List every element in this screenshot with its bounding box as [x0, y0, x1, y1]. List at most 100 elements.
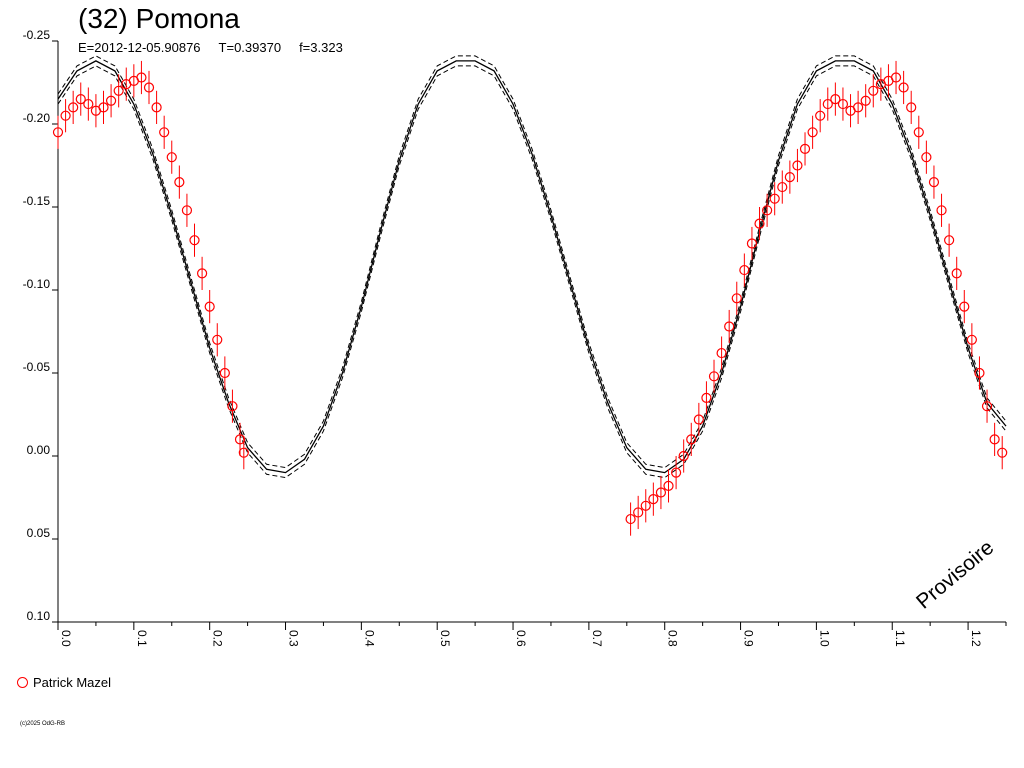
data-point — [655, 487, 667, 498]
data-point — [708, 371, 720, 382]
data-point — [633, 507, 644, 518]
data-point — [686, 434, 697, 445]
data-point — [68, 102, 79, 113]
data-point — [52, 127, 64, 138]
data-points — [52, 60, 1008, 536]
data-point — [678, 450, 689, 462]
x-tick-label: 0.3 — [287, 630, 301, 647]
data-point — [238, 447, 249, 458]
data-point — [83, 98, 94, 110]
data-point — [762, 205, 773, 216]
data-point — [219, 367, 230, 379]
legend-entry-observer: Patrick Mazel — [33, 675, 112, 690]
y-tick-label: 0.10 — [27, 609, 51, 623]
data-point — [181, 205, 193, 216]
x-tick-label: 1.2 — [969, 630, 983, 647]
data-point — [868, 85, 879, 96]
copyright-notice: (c)2025 OdG-RB — [20, 721, 66, 727]
x-tick-label: 0.7 — [590, 630, 604, 647]
data-point — [799, 143, 811, 154]
data-point — [663, 480, 674, 491]
data-point — [754, 218, 765, 229]
data-point — [166, 152, 177, 163]
y-tick-label: -0.20 — [23, 111, 51, 125]
data-point — [890, 72, 902, 83]
legend: Patrick Mazel — [17, 675, 111, 691]
data-point — [724, 321, 735, 332]
period-label: T=0.39370 — [218, 40, 282, 55]
x-tick-label: 0.8 — [666, 630, 680, 647]
x-tick-label: 0.1 — [135, 630, 149, 647]
data-point — [640, 500, 651, 511]
data-point — [98, 102, 109, 113]
data-point — [784, 172, 795, 183]
data-point — [860, 95, 871, 106]
x-tick-label: 0.2 — [211, 630, 225, 647]
data-point — [989, 434, 1000, 445]
data-point — [136, 72, 147, 83]
data-point — [731, 293, 742, 304]
fit-parameters: E=2012-12-05.90876 T=0.39370 f=3.323 — [78, 40, 361, 56]
data-point — [212, 334, 223, 345]
data-point — [189, 235, 200, 246]
epoch-label: E=2012-12-05.90876 — [78, 40, 201, 55]
y-tick-label: -0.10 — [23, 277, 51, 291]
data-point — [151, 102, 162, 113]
data-point — [670, 467, 682, 478]
data-point — [196, 268, 208, 279]
data-point — [75, 93, 86, 105]
data-point — [693, 414, 704, 425]
data-point — [906, 102, 917, 113]
data-point — [746, 238, 758, 249]
y-tick-label: -0.25 — [23, 28, 51, 42]
data-point — [921, 152, 932, 163]
data-point — [159, 127, 170, 138]
x-tick-label: 0.6 — [514, 630, 528, 647]
data-point — [777, 181, 788, 193]
data-point — [234, 434, 246, 445]
open-circle-icon — [17, 677, 28, 688]
x-tick-label: 1.1 — [893, 630, 907, 647]
data-point — [944, 235, 955, 246]
data-point — [830, 93, 841, 105]
x-tick-label: 0.5 — [438, 630, 452, 647]
data-point — [716, 347, 727, 359]
y-tick-label: 0.00 — [27, 443, 51, 457]
data-point — [853, 102, 864, 113]
data-point — [936, 205, 947, 216]
x-tick-label: 0.4 — [362, 630, 376, 647]
y-tick-label: 0.05 — [27, 526, 51, 540]
data-point — [959, 301, 970, 312]
data-point — [913, 127, 924, 138]
chart-title: (32) Pomona — [78, 3, 240, 34]
y-tick-label: -0.05 — [23, 360, 51, 374]
frequency-label: f=3.323 — [299, 40, 343, 55]
model-curve-upper-envelope — [57, 55, 1007, 469]
data-point — [227, 401, 238, 412]
data-point — [898, 82, 909, 93]
x-tick-label: 0.0 — [59, 630, 73, 647]
data-point — [174, 177, 185, 188]
model-curve-line — [57, 60, 1007, 474]
data-point — [951, 268, 962, 279]
data-point — [792, 160, 803, 171]
data-point — [143, 82, 155, 93]
x-tick-label: 1.0 — [817, 630, 831, 647]
data-point — [113, 85, 124, 96]
data-point — [60, 110, 71, 121]
data-point — [204, 301, 215, 312]
data-point — [928, 177, 940, 188]
model-curve — [57, 55, 1007, 479]
chart-axes: -0.25 -0.20 -0.15 -0.10 -0.05 0.00 0.05 0.10 0.0… — [23, 28, 1007, 647]
y-tick-label: -0.15 — [23, 194, 51, 208]
data-point — [822, 98, 833, 110]
data-point — [739, 264, 750, 276]
data-point — [815, 110, 826, 121]
data-point — [769, 193, 780, 204]
data-point — [966, 334, 977, 345]
data-point — [807, 127, 818, 138]
data-point — [625, 513, 636, 525]
data-point — [701, 392, 712, 403]
x-tick-label: 0.9 — [742, 630, 756, 647]
